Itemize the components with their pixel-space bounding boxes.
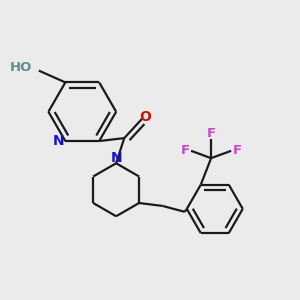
Text: N: N: [53, 134, 65, 148]
Text: F: F: [181, 144, 190, 157]
Text: F: F: [232, 144, 242, 157]
Text: O: O: [140, 110, 152, 124]
Text: HO: HO: [10, 61, 32, 74]
Text: N: N: [110, 151, 122, 165]
Text: F: F: [206, 127, 216, 140]
